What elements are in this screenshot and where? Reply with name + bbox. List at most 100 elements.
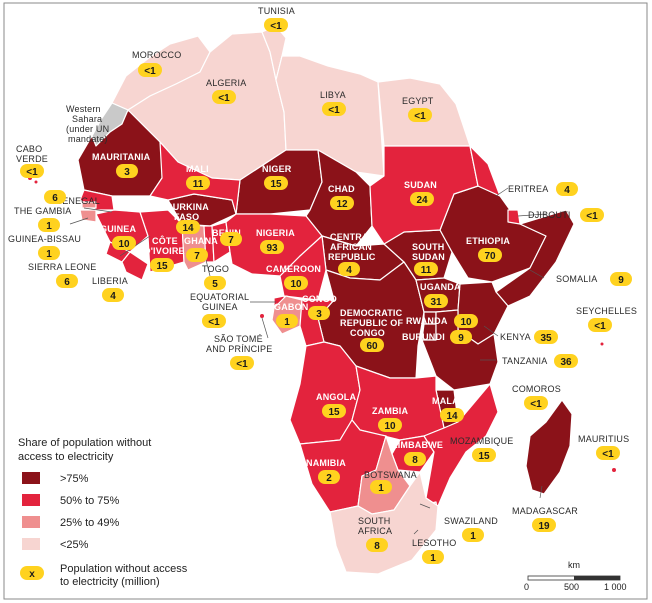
senegal-label: SENEGAL [56,196,100,206]
leader-lines [69,187,547,535]
chad-label: CHAD [328,184,355,194]
namibia-badge: 2 [318,470,340,484]
malawi-label: MALAWI [432,396,470,406]
burkina-faso-badge: 14 [176,220,200,234]
svg-text:4: 4 [564,185,570,196]
svg-text:<1: <1 [594,321,606,332]
car-label-3: REPUBLIC [328,252,376,262]
niger-label: NIGER [262,164,292,174]
congo-label: CONGO [302,294,337,304]
cameroon-label: CAMEROON [266,264,321,274]
legend-label-50-75: 50% to 75% [60,495,120,507]
seychelles-dot [600,342,604,346]
svg-text:<1: <1 [26,167,38,178]
kenya-badge: 35 [534,330,558,344]
burkina-faso-label-2: FASO [174,212,199,222]
svg-text:1: 1 [430,553,436,564]
svg-text:7: 7 [228,235,234,246]
svg-text:10: 10 [460,317,472,328]
svg-text:60: 60 [366,341,378,352]
svg-text:<1: <1 [208,317,220,328]
liberia-shape [121,251,149,281]
rwanda-badge: 10 [454,314,478,328]
burundi-badge: 9 [450,330,472,344]
scale-bar: km 0 500 1 000 [524,560,627,592]
guinea-badge: 10 [112,236,136,250]
western-sahara-label-4: mandate) [68,134,108,144]
mali-label: MALI [186,164,209,174]
legend-label-25-49: 25% to 49% [60,517,120,529]
drc-label-1: DEMOCRATIC [340,308,403,318]
togo-badge: 5 [204,276,226,290]
south-sudan-label-2: SUDAN [412,252,445,262]
svg-text:2: 2 [326,473,332,484]
map-frame [3,2,648,600]
svg-text:1: 1 [284,317,290,328]
congo-badge: 3 [308,306,330,320]
cabo-verde-dot-2 [34,180,38,184]
svg-text:x: x [29,569,35,580]
guinea-label: GUINEA [100,224,137,234]
mauritius-badge: <1 [596,446,620,460]
seychelles-badge: <1 [588,318,612,332]
malawi-badge: 14 [440,408,464,422]
eritrea-shape [469,145,501,197]
somalia-label: SOMALIA [556,274,597,284]
benin-badge: 7 [220,232,242,246]
cabo-verde-badge: <1 [20,164,44,178]
the-gambia-badge: 1 [38,218,60,232]
south-sudan-label-1: SOUTH [412,242,445,252]
scale-tick-1000: 1 000 [604,582,627,592]
svg-text:19: 19 [538,521,550,532]
svg-text:9: 9 [458,333,464,344]
svg-text:8: 8 [412,455,418,466]
country-labels: MOROCCO <1 TUNISIA <1 ALGERIA <1 LIBYA <… [8,6,637,564]
swaziland-label: SWAZILAND [444,516,498,526]
legend-swatch-gt75 [22,472,40,484]
svg-text:70: 70 [484,251,496,262]
svg-text:8: 8 [374,541,380,552]
mauritius-label: MAURITIUS [578,434,629,444]
uganda-label: UGANDA [420,282,461,292]
legend-badge-line2: to electricity (million) [60,576,160,588]
sierra-leone-badge: 6 [56,274,78,288]
ethiopia-badge: 70 [478,248,502,262]
the-gambia-label: THE GAMBIA [14,206,72,216]
zambia-badge: 10 [378,418,402,432]
legend-swatch-25-49 [22,516,40,528]
comoros-label: COMOROS [512,384,561,394]
svg-text:1: 1 [46,221,52,232]
swaziland-badge: 1 [462,528,484,542]
equatorial-guinea-label-2: GUINEA [202,302,238,312]
svg-text:1: 1 [470,531,476,542]
mozambique-badge: 15 [472,448,496,462]
djibouti-badge: <1 [580,208,604,222]
nigeria-badge: 93 [260,240,284,254]
south-africa-label-2: AFRICA [358,526,392,536]
svg-text:6: 6 [52,193,58,204]
senegal-badge: 6 [44,190,66,204]
mauritius-dot [612,468,616,472]
svg-text:1: 1 [378,483,384,494]
legend-swatch-50-75 [22,494,40,506]
mali-badge: 11 [186,176,210,190]
cabo-verde-label-1: CABO [16,144,42,154]
svg-text:9: 9 [618,275,624,286]
tanzania-label: TANZANIA [502,356,547,366]
equatorial-guinea-badge: <1 [202,314,226,328]
svg-text:<1: <1 [530,399,542,410]
tunisia-badge: <1 [264,18,288,32]
svg-text:6: 6 [64,277,70,288]
scale-bar-fill [574,576,620,580]
liberia-badge: 4 [102,288,124,302]
morocco-label: MOROCCO [132,50,181,60]
sao-tome-label-1: SÃO TOMÉ [214,334,263,344]
svg-text:4: 4 [346,265,352,276]
svg-text:<1: <1 [414,111,426,122]
sao-tome-dot [260,314,264,318]
tunisia-label: TUNISIA [258,6,295,16]
equatorial-guinea-label-1: EQUATORIAL [190,292,249,302]
legend-title-line2: access to electricity [18,451,114,463]
lesotho-badge: 1 [422,550,444,564]
